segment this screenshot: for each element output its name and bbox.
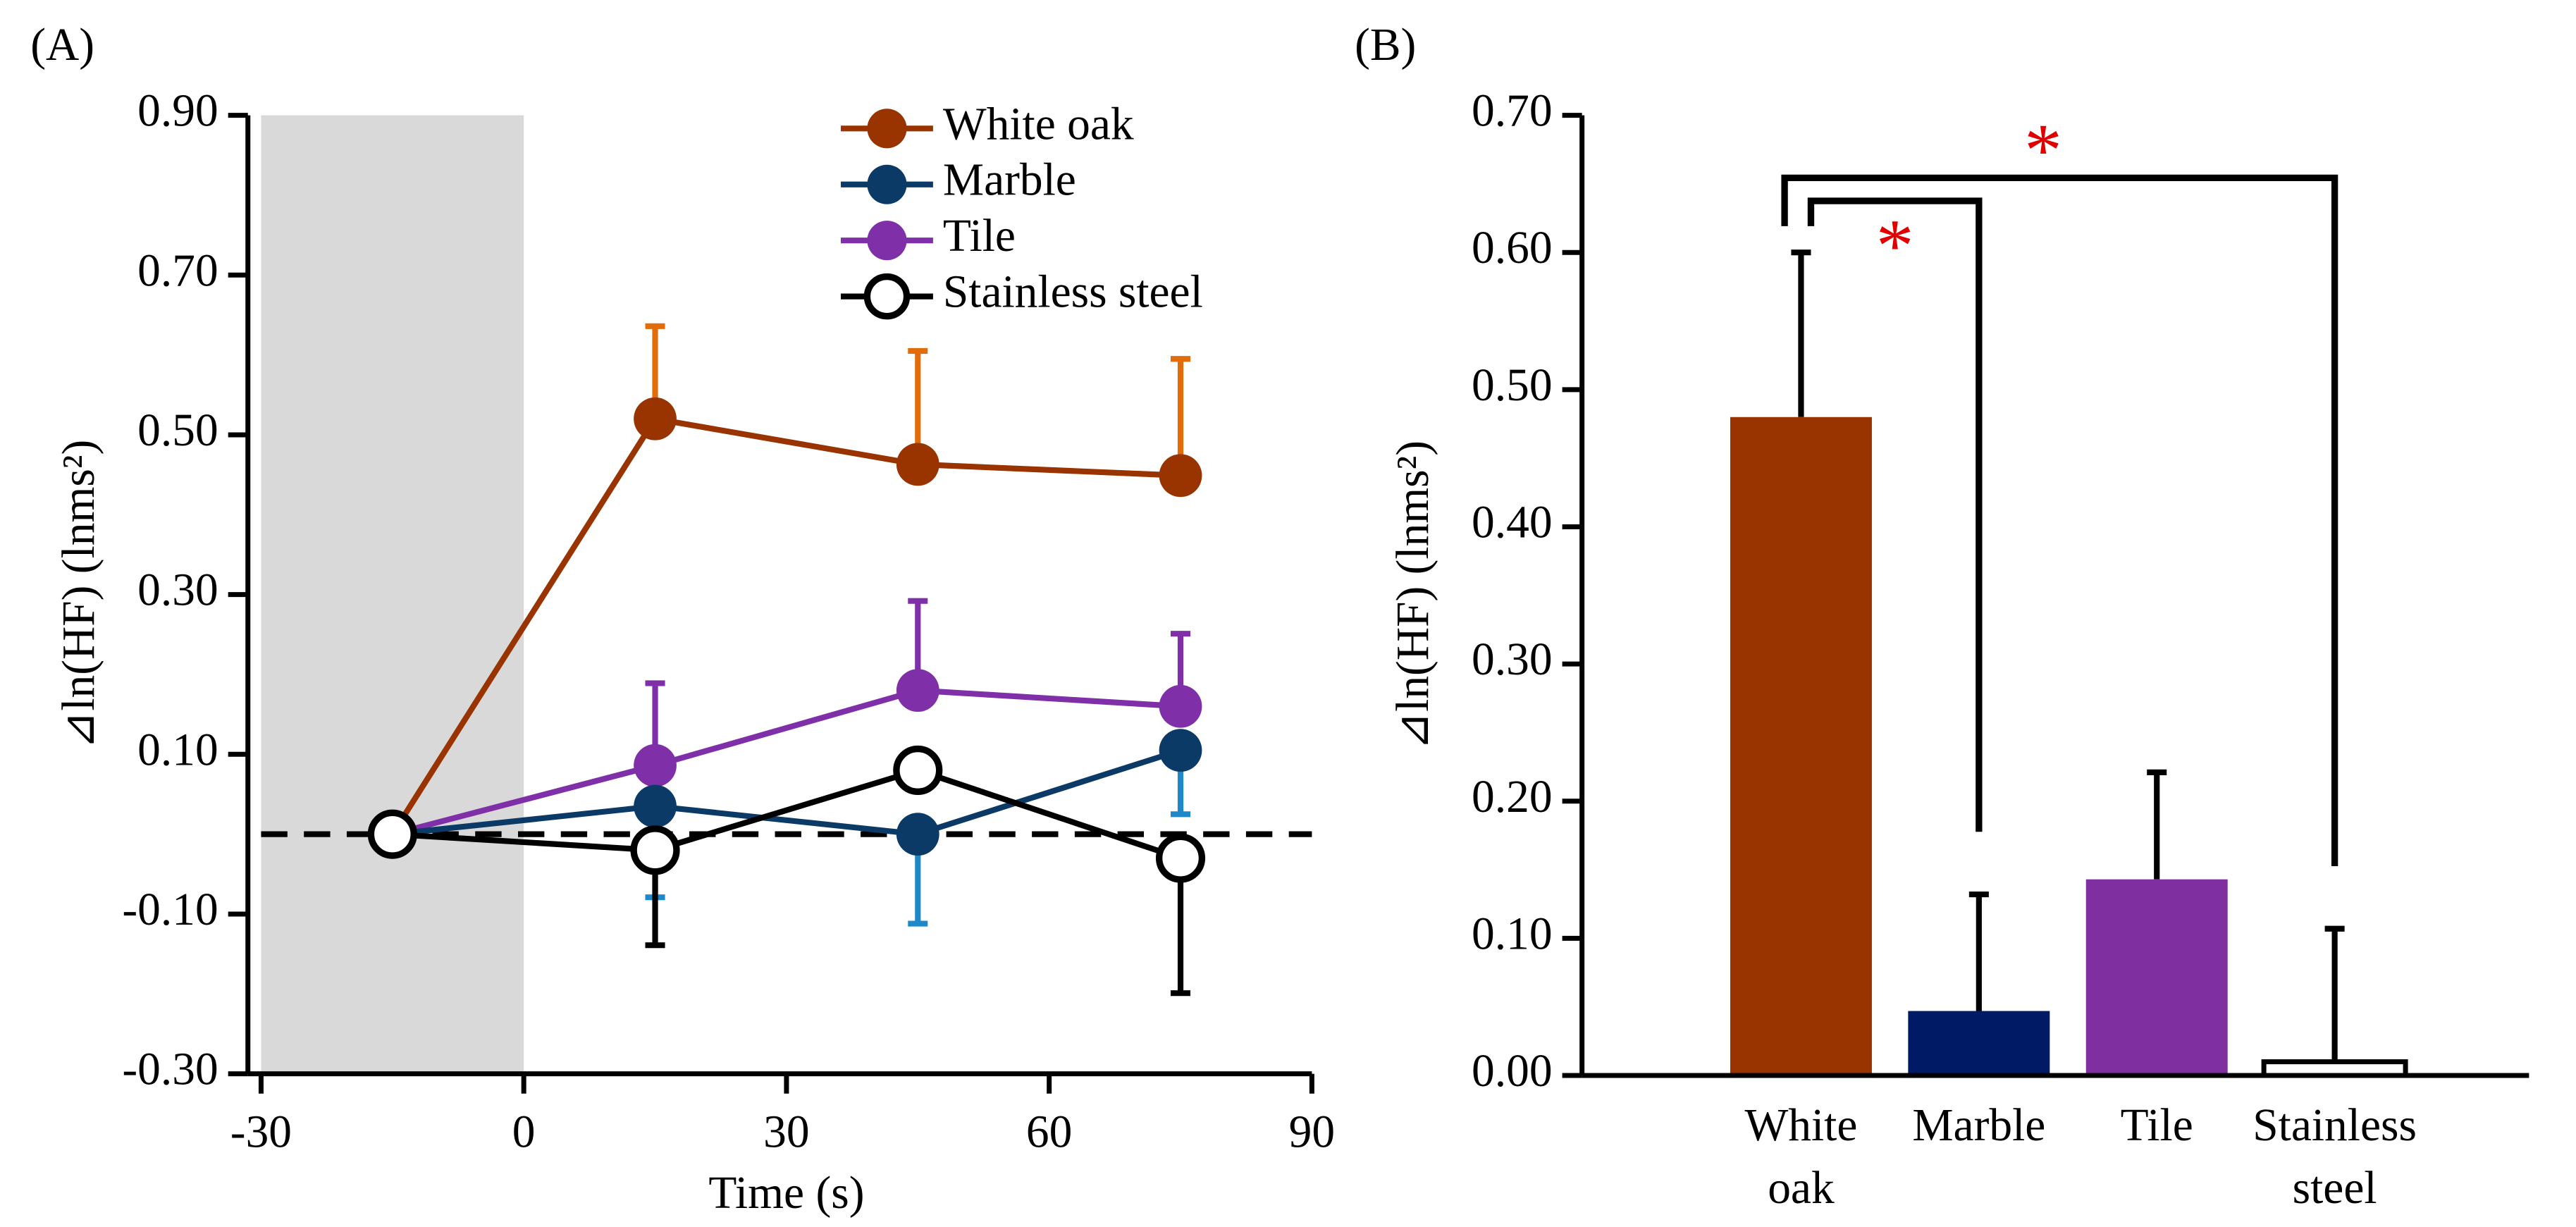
- x-tick-label: 30: [763, 1106, 809, 1157]
- y-tick-label: 0.00: [1472, 1046, 1553, 1097]
- legend-marker: [867, 221, 907, 261]
- y-tick-label: 0.30: [137, 565, 218, 616]
- y-tick-label: 0.40: [1472, 497, 1553, 548]
- y-tick-label: 0.50: [1472, 360, 1553, 411]
- data-point: [630, 825, 680, 875]
- series-line: [390, 415, 1181, 836]
- y-tick-label: 0.20: [1472, 772, 1553, 822]
- series-line: [392, 767, 1182, 861]
- data-point: [896, 443, 939, 486]
- bar: [1730, 417, 1872, 1076]
- series-line: [391, 687, 1181, 837]
- legend-label: White oak: [943, 99, 1134, 149]
- data-point: [1159, 729, 1202, 772]
- x-tick-label: Marble: [1912, 1100, 2045, 1151]
- x-tick-label: 0: [512, 1106, 536, 1157]
- x-tick-label: White oak: [1745, 1100, 1858, 1214]
- x-tick-label: Stainless steel: [2253, 1100, 2417, 1214]
- legend-marker: [867, 164, 907, 204]
- x-axis-label: Time (s): [708, 1168, 864, 1219]
- y-axis-label: ⊿ln(HF) (lnms²): [54, 440, 104, 750]
- x-tick-label: 90: [1289, 1106, 1335, 1157]
- y-tick-label: -0.10: [122, 884, 218, 935]
- y-tick-label: 0.10: [137, 725, 218, 775]
- data-point: [634, 784, 677, 828]
- data-point: [367, 809, 417, 859]
- y-tick-label: 0.10: [1472, 908, 1553, 959]
- legend-label: Marble: [943, 155, 1076, 206]
- legend-marker: [863, 273, 911, 320]
- y-tick-label: 0.30: [1472, 634, 1553, 685]
- significance-bracket: [1807, 197, 1983, 832]
- data-point: [634, 397, 677, 440]
- shaded-region: [261, 115, 524, 1074]
- data-point: [634, 744, 677, 787]
- x-tick-label: 60: [1026, 1106, 1072, 1157]
- panel-label: (A): [30, 20, 94, 70]
- y-tick-label: 0.60: [1472, 223, 1553, 273]
- y-tick-label: -0.30: [122, 1044, 218, 1095]
- significance-label: *: [2024, 109, 2062, 192]
- legend-label: Stainless steel: [943, 267, 1203, 318]
- data-point: [1159, 454, 1202, 498]
- significance-label: *: [1876, 204, 1914, 288]
- data-point: [893, 745, 943, 796]
- y-tick-label: 0.90: [137, 86, 218, 137]
- data-point: [1155, 833, 1206, 883]
- y-tick-label: 0.50: [137, 405, 218, 456]
- legend-label: Tile: [943, 211, 1016, 261]
- x-tick-label: -30: [230, 1106, 292, 1157]
- series-line: [392, 747, 1182, 837]
- panel-label: (B): [1355, 20, 1416, 70]
- data-point: [1159, 684, 1202, 728]
- y-tick-label: 0.70: [137, 245, 218, 296]
- legend-marker: [867, 109, 907, 149]
- data-point: [896, 669, 939, 713]
- bar: [1908, 1011, 2050, 1076]
- data-point: [896, 813, 939, 856]
- x-tick-label: Tile: [2121, 1100, 2193, 1151]
- y-tick-label: 0.70: [1472, 86, 1553, 137]
- significance-bracket: [1781, 174, 2338, 866]
- y-axis-label: ⊿ln(HF) (lnms²): [1388, 440, 1438, 751]
- bar: [2085, 879, 2228, 1076]
